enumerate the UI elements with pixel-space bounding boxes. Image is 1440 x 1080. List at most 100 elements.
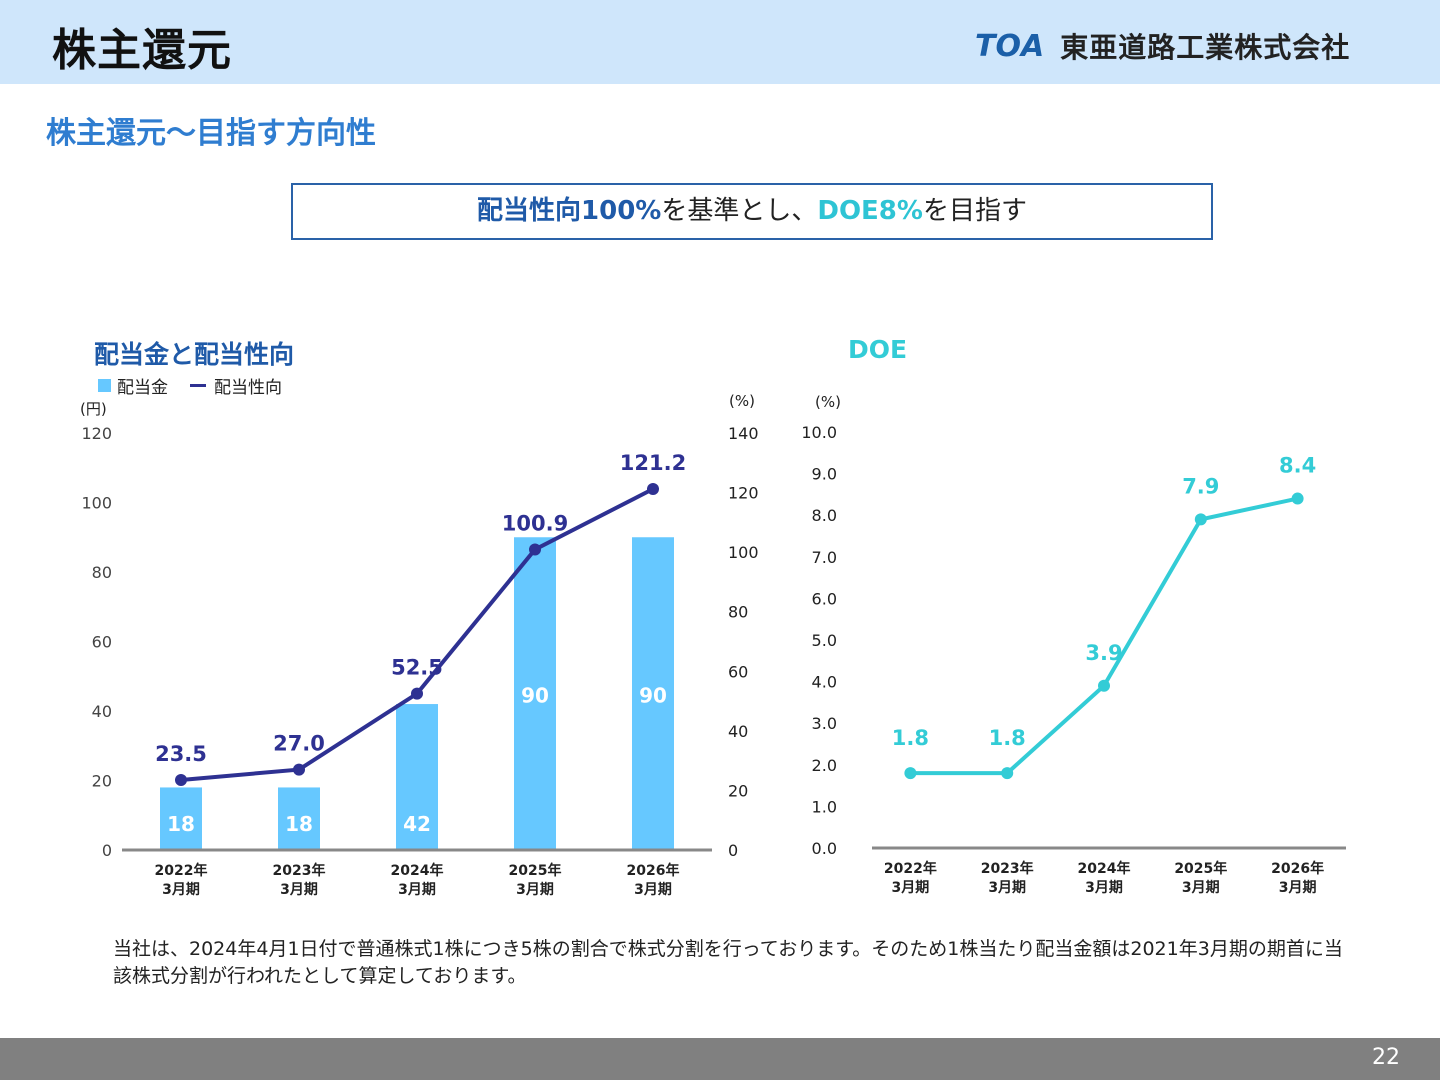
right-axis-tick-label: 60 [728,662,748,681]
doe-point [1291,492,1304,505]
doe-line [910,496,1299,776]
right-axis-tick-label: 20 [728,781,748,800]
dividend-bar [278,787,320,850]
right-axis-tick-label: 100 [728,543,759,562]
left-axis-tick-label: 40 [92,702,112,721]
doe-axis-tick-label: 0.0 [812,839,837,858]
dividend-bar-label: 90 [639,683,667,707]
doe-point [1098,679,1110,692]
section-title: 株主還元〜目指す方向性 [46,116,376,151]
payout-ratio-point [529,543,541,556]
right-axis-tick-label: 120 [728,484,759,503]
doe-chart-category-label: 3月期 [1182,880,1220,896]
doe-point [1001,767,1014,780]
left-axis-tick-label: 80 [92,563,112,582]
dividend-chart-category-label: 3月期 [280,882,318,898]
dividend-chart-category-label: 3月期 [634,882,672,898]
company-logo: TOA 東亜道路工業株式会社 [975,26,1350,66]
dividend-chart-legend: 配当金 配当性向 [98,373,282,398]
dividend-chart-category-label: 2025年 [509,862,562,879]
right-axis-unit: (%) [729,392,755,410]
dividend-bar [632,537,674,850]
payout-ratio-label: 100.9 [502,511,568,535]
doe-value-label: 7.9 [1182,474,1219,498]
doe-axis-tick-label: 7.0 [812,548,837,567]
dividend-bar-label: 90 [521,683,549,707]
doe-chart-category-label: 2023年 [981,860,1034,877]
left-axis-tick-label: 20 [92,772,112,791]
doe-axis-unit: (%) [815,393,841,411]
doe-chart-category-label: 2024年 [1078,860,1131,877]
header-bar: 株主還元 TOA 東亜道路工業株式会社 [0,0,1440,84]
payout-ratio-point [411,687,423,700]
dividend-chart-category-label: 3月期 [398,882,436,898]
banner-text-end: を目指す [922,196,1027,226]
doe-chart-category-label: 3月期 [988,880,1026,896]
doe-axis-tick-label: 6.0 [812,589,837,608]
doe-axis-tick-label: 8.0 [812,506,837,525]
doe-chart-category-label: 3月期 [892,880,930,896]
doe-chart-title: DOE [848,335,908,364]
banner-text-mid: を基準とし、 [661,196,818,226]
dividend-chart-category-label: 2026年 [627,862,680,879]
dividend-chart-category-label: 2023年 [273,862,326,879]
doe-chart-category-label: 2026年 [1271,860,1324,877]
payout-ratio-label: 27.0 [273,732,325,756]
payout-ratio-point [647,482,659,495]
footnote: 当社は、2024年4月1日付で普通株式1株につき5株の割合で株式分割を行っており… [113,938,1343,987]
page-title: 株主還元 [52,25,232,76]
doe-value-label: 3.9 [1085,641,1122,665]
dividend-chart-title: 配当金と配当性向 [94,340,295,369]
left-axis-tick-label: 0 [102,841,112,860]
dividend-bar-label: 42 [403,812,431,836]
banner-doe-target: DOE8% [817,196,923,226]
payout-ratio-label: 52.5 [391,656,443,680]
dividend-bar [514,537,556,850]
doe-chart-category-label: 2025年 [1174,860,1227,877]
doe-axis-tick-label: 5.0 [812,631,837,650]
payout-ratio-label: 23.5 [155,742,207,766]
dividend-bar [160,787,202,850]
legend-dividend-label: 配当金 [117,378,168,398]
legend-payout-label: 配当性向 [214,378,282,398]
doe-point [1194,513,1207,526]
doe-value-label: 1.8 [892,726,929,750]
dividend-chart-category-label: 3月期 [516,882,554,898]
doe-chart-category-label: 2022年 [884,860,937,877]
left-axis-tick-label: 100 [81,494,112,513]
doe-axis-tick-label: 2.0 [812,756,837,775]
doe-axis-tick-label: 3.0 [812,714,837,733]
left-axis-tick-label: 120 [81,424,112,443]
doe-point [904,767,917,780]
doe-chart-category-label: 3月期 [1085,880,1123,896]
dividend-chart-category-label: 3月期 [162,882,200,898]
left-axis-tick-label: 60 [92,633,112,652]
dividend-chart-category-label: 2024年 [391,862,444,879]
payout-ratio-label: 121.2 [620,451,686,475]
dividend-bar [396,704,438,850]
doe-value-label: 1.8 [989,726,1026,750]
dividend-bar-label: 18 [285,812,313,836]
right-axis-tick-label: 80 [728,603,748,622]
legend-line-swatch [190,384,206,387]
policy-banner: 配当性向100%を基準とし、DOE8%を目指す [291,183,1213,240]
doe-axis-tick-label: 10.0 [801,423,837,442]
footer-bar: 22 [0,1038,1440,1080]
right-axis-tick-label: 0 [728,841,738,860]
right-axis-tick-label: 40 [728,722,748,741]
dividend-chart-category-label: 2022年 [155,862,208,879]
legend-bar-swatch [98,379,111,392]
payout-ratio-point [293,763,305,776]
page-number: 22 [1372,1045,1400,1070]
doe-axis-tick-label: 4.0 [812,673,837,692]
dividend-bar-label: 18 [167,812,195,836]
doe-value-label: 8.4 [1279,454,1316,478]
company-name: 東亜道路工業株式会社 [1060,31,1351,64]
payout-ratio-point [175,774,187,787]
toa-logo-mark: TOA [975,28,1045,64]
doe-axis-tick-label: 1.0 [812,797,837,816]
banner-payout-target: 配当性向100% [477,196,662,226]
doe-axis-tick-label: 9.0 [812,465,837,484]
right-axis-tick-label: 140 [728,424,759,443]
